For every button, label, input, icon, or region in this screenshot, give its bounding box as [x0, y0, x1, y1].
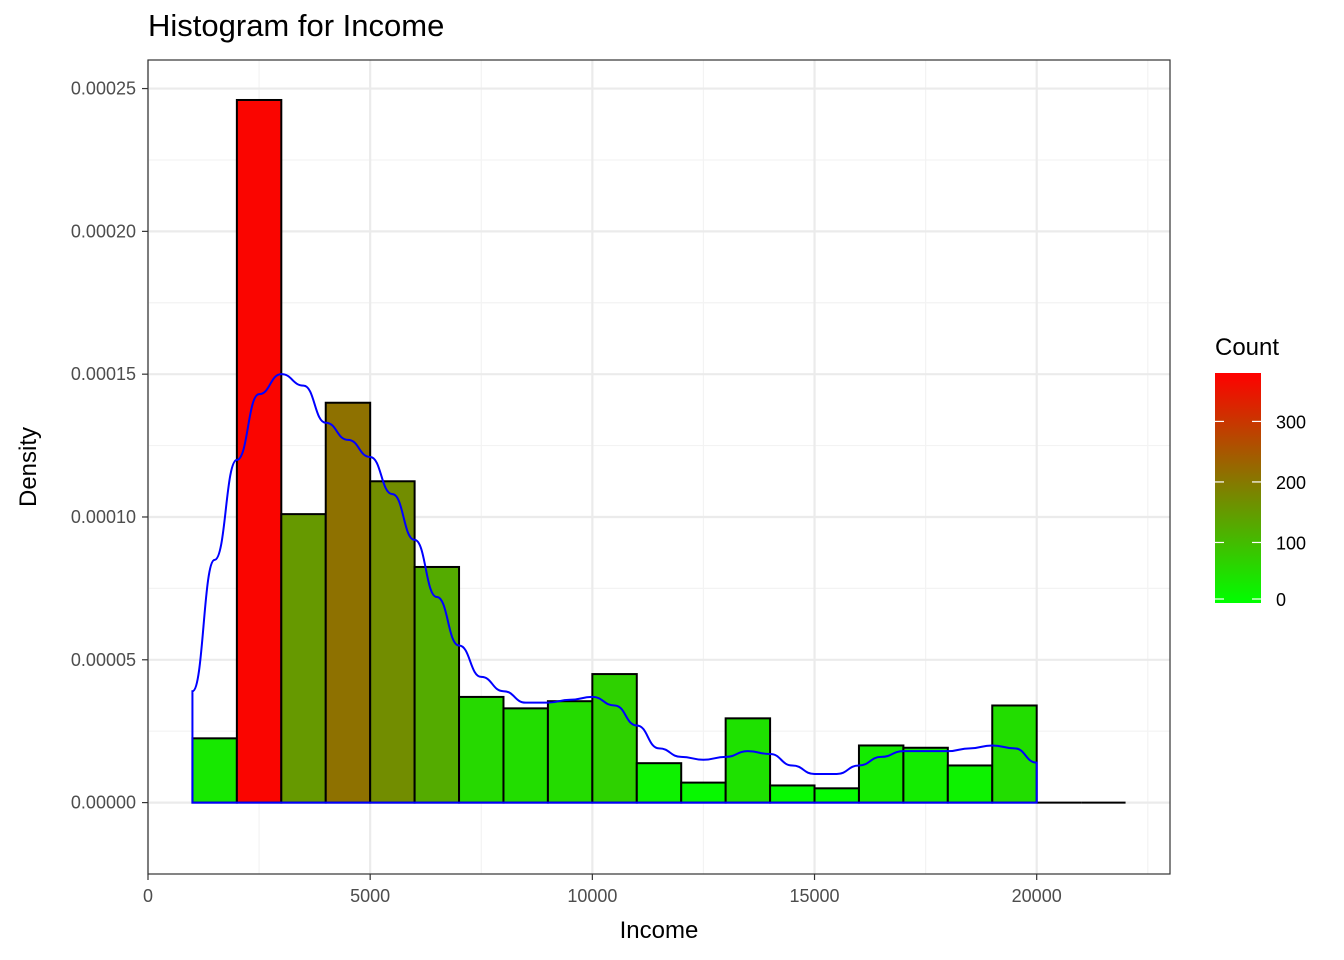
- x-tick-label: 5000: [350, 886, 390, 906]
- legend-break-label: 0: [1276, 590, 1286, 610]
- legend-colorbar: Count 0 100 200 300: [1215, 334, 1306, 610]
- x-tick-label: 15000: [789, 886, 839, 906]
- y-axis-title: Density: [15, 427, 42, 507]
- x-axis-ticks: 0 5000 10000 15000 20000: [143, 874, 1062, 906]
- chart-title: Histogram for Income: [148, 8, 445, 43]
- y-tick-label: 0.00020: [71, 221, 136, 241]
- legend-break-label: 300: [1276, 412, 1306, 432]
- legend-break-label: 200: [1276, 473, 1306, 493]
- x-tick-label: 10000: [567, 886, 617, 906]
- histogram-bar: [680, 781, 727, 804]
- histogram-bar: [591, 673, 638, 804]
- histogram-bar: [946, 764, 994, 804]
- x-tick-label: 20000: [1012, 886, 1062, 906]
- histogram-bar: [635, 762, 683, 804]
- histogram-bar: [813, 787, 860, 804]
- y-tick-label: 0.00005: [71, 650, 136, 670]
- histogram-bar: [857, 744, 905, 804]
- histogram-bar: [324, 401, 372, 804]
- y-tick-label: 0.00015: [71, 364, 136, 384]
- legend-break-label: 100: [1276, 533, 1306, 553]
- x-axis-title: Income: [620, 917, 699, 944]
- legend-color-bar: [1215, 373, 1261, 603]
- histogram-bar: [191, 737, 238, 804]
- legend-ticks: 0 100 200 300: [1215, 412, 1306, 610]
- histogram-bar: [991, 704, 1038, 804]
- histogram-bar: [546, 700, 594, 804]
- legend-title: Count: [1215, 334, 1279, 361]
- y-tick-label: 0.00025: [71, 79, 136, 99]
- histogram-bar: [902, 746, 949, 804]
- y-tick-label: 0.00010: [71, 507, 136, 527]
- panel-border: [147, 59, 1171, 875]
- histogram-bar: [502, 707, 549, 804]
- histogram-bar: [413, 565, 461, 804]
- histogram-bar: [724, 717, 772, 804]
- x-tick-label: 0: [143, 886, 153, 906]
- y-tick-label: 0.00000: [71, 793, 136, 813]
- histogram-bar: [235, 98, 283, 804]
- histogram-bar: [280, 513, 327, 804]
- density-curve: [191, 373, 1038, 804]
- histogram-bars: [191, 98, 1126, 804]
- histogram-bar: [369, 480, 416, 804]
- histogram-bar: [458, 695, 505, 804]
- y-axis-ticks: 0.00000 0.00005 0.00010 0.00015 0.00020 0.000…: [71, 79, 148, 813]
- histogram-bar: [769, 784, 816, 804]
